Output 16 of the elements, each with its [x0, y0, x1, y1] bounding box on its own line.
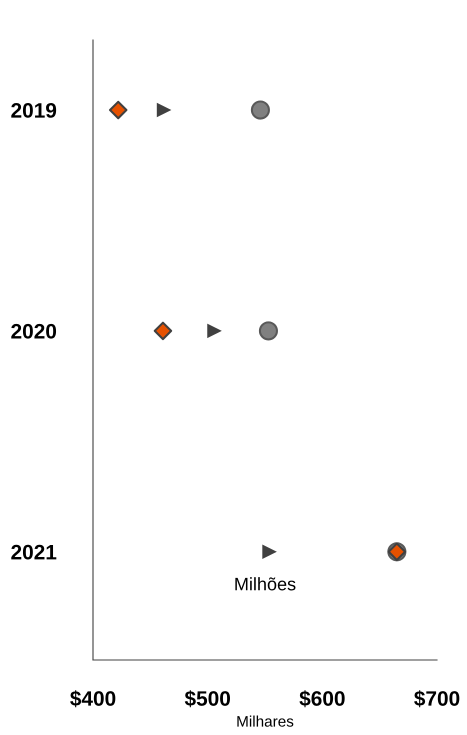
x-axis-title: Milhares	[237, 716, 294, 727]
x-tick-label: $700	[414, 690, 460, 708]
y-tick-label: 2020	[11, 324, 56, 339]
point	[207, 324, 222, 338]
x-tick-label: $600	[299, 690, 345, 708]
point	[108, 100, 128, 120]
x-tick-label: $400	[70, 690, 116, 708]
x-tick-label: $500	[184, 690, 230, 708]
point	[262, 544, 277, 560]
annotation: Milhões	[235, 577, 296, 590]
point	[250, 100, 270, 120]
y-tick-label: 2021	[11, 544, 56, 560]
point	[156, 102, 172, 118]
point	[154, 322, 172, 340]
point	[258, 321, 278, 340]
y-tick-label: 2019	[11, 103, 56, 118]
